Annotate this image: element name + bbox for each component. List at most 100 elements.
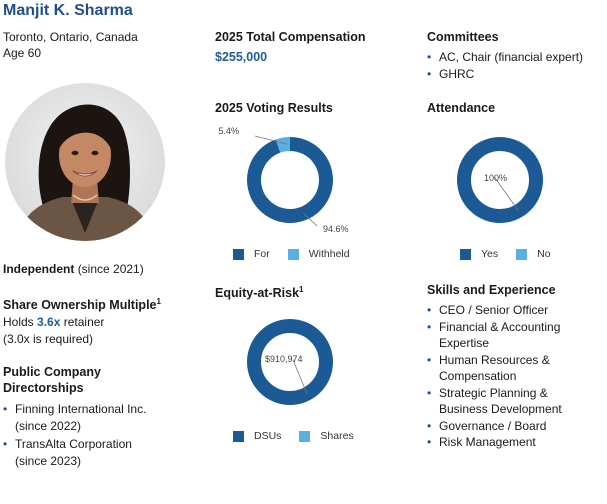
holds-value: 3.6x <box>37 315 61 329</box>
legend-swatch-shares <box>299 430 311 442</box>
bullet-icon: • <box>427 435 432 449</box>
voting-leader-line <box>254 135 288 145</box>
skill-line2: Compensation <box>439 369 517 383</box>
legend-swatch-withheld <box>287 248 299 260</box>
compensation-title: 2025 Total Compensation <box>215 30 366 44</box>
list-item: • Governance / Board <box>427 418 607 435</box>
legend-label-yes: Yes <box>481 248 499 260</box>
list-item: • Risk Management <box>427 434 607 451</box>
skills-title: Skills and Experience <box>427 283 556 297</box>
equity-donut-chart: $910,974 <box>247 319 333 405</box>
equity-footnote: 1 <box>299 285 304 294</box>
legend-label-shares: Shares <box>320 430 354 442</box>
portrait-image <box>15 104 155 241</box>
legend-item-shares: Shares <box>299 430 354 442</box>
director-name: Manjit K. Sharma <box>3 2 133 19</box>
directorship-name: TransAlta Corporation <box>15 437 132 451</box>
voting-chart-title: 2025 Voting Results <box>215 101 333 115</box>
directorship-name: Finning International Inc. <box>15 402 147 416</box>
attendance-donut-chart: 100% <box>457 137 543 223</box>
bullet-icon: • <box>427 418 432 433</box>
compensation-value: $255,000 <box>215 50 268 64</box>
attendance-data-label: 100% <box>484 173 507 183</box>
voting-data-label: 94.6% <box>323 224 349 234</box>
attendance-legend: Yes No <box>460 248 569 260</box>
legend-item-yes: Yes <box>460 248 498 260</box>
independent-status: Independent (since 2021) <box>3 261 144 277</box>
share-ownership-title: Share Ownership Multiple1 <box>3 294 161 313</box>
equity-chart-title-text: Equity-at-Risk <box>215 286 300 301</box>
legend-item-withheld: Withheld <box>287 248 350 260</box>
skill-line1: CEO / Senior Officer <box>439 303 549 317</box>
skill-line1: Human Resources & <box>439 352 550 367</box>
attendance-leader-line <box>494 177 519 212</box>
equity-slice-dsus <box>247 319 333 405</box>
skill-line1: Strategic Planning & <box>439 385 548 400</box>
director-photo <box>5 83 165 241</box>
attendance-slice-yes <box>457 137 543 223</box>
age: Age 60 <box>3 46 42 60</box>
holds-prefix: Holds <box>3 315 34 329</box>
list-item: • Human Resources & Compensation <box>427 352 607 385</box>
bullet-icon: • <box>427 303 432 317</box>
list-item: • GHRC <box>427 66 607 83</box>
equity-chart-title: Equity-at-Risk1 <box>215 282 304 301</box>
directorships-title: Public Company Directorships <box>3 364 101 396</box>
skill-line2: Business Development <box>439 402 562 416</box>
legend-label-withheld: Withheld <box>308 248 350 260</box>
share-ownership-title-text: Share Ownership Multiple <box>3 298 157 313</box>
directorship-since: (since 2022) <box>15 418 82 433</box>
bullet-icon: • <box>427 319 432 334</box>
list-item: • AC, Chair (financial expert) <box>427 49 607 66</box>
required-multiple: (3.0x is required) <box>3 332 94 346</box>
voting-slice-for <box>247 137 333 223</box>
committee-name: GHRC <box>439 66 475 81</box>
list-item: • Finning International Inc. (since 2022… <box>3 401 203 434</box>
holds-suffix: retainer <box>63 315 105 329</box>
location: Toronto, Ontario, Canada <box>3 30 138 44</box>
voting-data-label: 5.4% <box>218 126 239 136</box>
bullet-icon: • <box>3 402 8 416</box>
skills-list: • CEO / Senior Officer • Financial & Accou… <box>427 302 607 451</box>
voting-donut-chart: 94.6% 5.4% <box>218 126 349 234</box>
legend-item-dsus: DSUs <box>233 430 281 442</box>
directorship-since: (since 2023) <box>15 453 82 468</box>
independent-since: (since 2021) <box>77 262 144 276</box>
legend-item-for: For <box>233 248 270 260</box>
directorships-list: • Finning International Inc. (since 2022… <box>3 401 203 469</box>
bullet-icon: • <box>427 352 432 367</box>
list-item: • CEO / Senior Officer <box>427 302 607 319</box>
skill-line1: Governance / Board <box>439 418 547 433</box>
holds-line: Holds 3.6x retainer <box>3 314 104 330</box>
attendance-chart-title: Attendance <box>427 101 496 115</box>
legend-item-no: No <box>516 248 551 260</box>
directorships-title-line1: Public Company <box>3 365 101 379</box>
skill-line2: Expertise <box>439 336 490 350</box>
voting-legend: For Withheld <box>233 248 368 260</box>
equity-leader-line <box>292 359 308 394</box>
bullet-icon: • <box>427 66 432 81</box>
legend-label-dsus: DSUs <box>254 430 282 442</box>
bullet-icon: • <box>427 50 432 64</box>
list-item: • TransAlta Corporation (since 2023) <box>3 436 203 469</box>
legend-swatch-no <box>516 248 528 260</box>
legend-label-no: No <box>537 248 551 260</box>
independent-label: Independent <box>3 262 75 276</box>
share-ownership-footnote: 1 <box>156 297 161 306</box>
legend-swatch-dsus <box>233 430 244 442</box>
skill-line1: Risk Management <box>439 435 536 449</box>
committee-name: AC, Chair (financial expert) <box>439 50 584 64</box>
list-item: • Strategic Planning & Business Developmen… <box>427 385 607 418</box>
equity-legend: DSUs Shares <box>233 430 372 442</box>
committees-list: • AC, Chair (financial expert) • GHRC <box>427 49 607 82</box>
list-item: • Financial & Accounting Expertise <box>427 319 607 352</box>
legend-label-for: For <box>254 248 270 260</box>
bullet-icon: • <box>3 437 8 451</box>
bullet-icon: • <box>427 385 432 400</box>
legend-swatch-yes <box>460 248 471 260</box>
legend-swatch-for <box>233 248 244 260</box>
voting-leader-line <box>303 212 318 227</box>
committees-title: Committees <box>427 30 499 44</box>
voting-slice-withheld <box>275 137 291 153</box>
directorships-title-line2: Directorships <box>3 381 84 395</box>
